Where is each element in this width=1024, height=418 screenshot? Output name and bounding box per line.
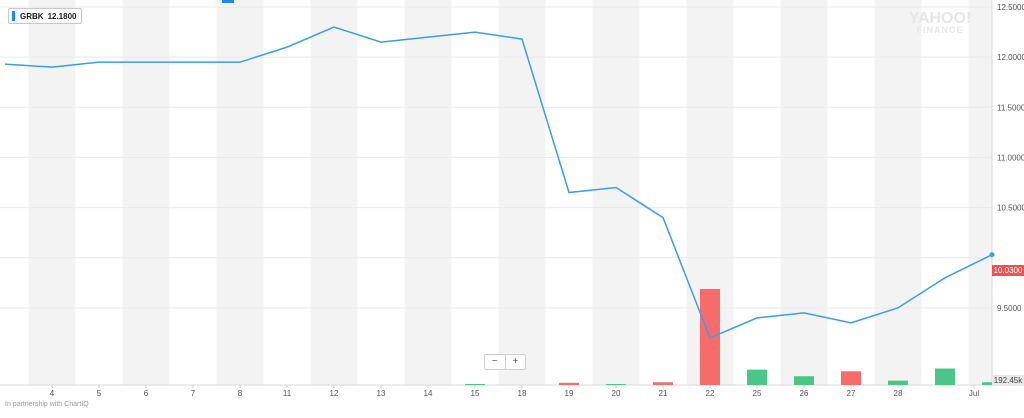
day-band xyxy=(498,0,546,385)
y-tick-label: 10.5000 xyxy=(997,204,1024,213)
x-tick-label: 4 xyxy=(50,389,55,398)
series-legend[interactable]: GRBK 12.1800 xyxy=(8,8,83,24)
day-band xyxy=(216,0,264,385)
x-tick-label: 15 xyxy=(471,389,480,398)
zoom-in-button[interactable]: + xyxy=(512,356,519,367)
x-tick-label: 11 xyxy=(283,389,292,398)
day-band xyxy=(404,0,452,385)
y-tick-label: 11.5000 xyxy=(997,103,1024,112)
x-tick-label: 14 xyxy=(424,389,433,398)
volume-bar xyxy=(747,369,767,385)
price-line xyxy=(4,26,993,339)
logo-line2: FINANCE xyxy=(916,25,964,35)
day-band xyxy=(310,0,358,385)
x-tick-label: 7 xyxy=(191,389,196,398)
x-tick-label: 25 xyxy=(753,389,762,398)
last-price-dot xyxy=(989,252,995,258)
x-tick-label: 8 xyxy=(238,389,243,398)
x-tick-label: 13 xyxy=(377,389,386,398)
volume-bar xyxy=(606,384,626,385)
zoom-control: − + xyxy=(484,354,526,370)
volume-max-tag: 192.45k xyxy=(992,375,1024,386)
x-tick-label: 21 xyxy=(659,389,668,398)
y-tick-label: 9.5000 xyxy=(997,304,1022,313)
x-tick-label: 12 xyxy=(330,389,339,398)
x-tick-label: 20 xyxy=(612,389,621,398)
x-tick-label: 18 xyxy=(518,389,527,398)
y-tick-label: 12.5000 xyxy=(997,3,1024,12)
x-tick-label: Jul xyxy=(969,389,979,398)
day-band xyxy=(592,0,640,385)
day-band xyxy=(874,0,922,385)
legend-symbol: GRBK xyxy=(20,11,44,21)
zoom-out-button[interactable]: − xyxy=(485,355,506,369)
volume-bar xyxy=(794,376,814,385)
x-tick-label: 27 xyxy=(847,389,856,398)
volume-bar xyxy=(465,384,485,385)
x-tick-label: 19 xyxy=(565,389,574,398)
logo-line1: YAHOO! xyxy=(908,10,972,27)
x-tick-label: 28 xyxy=(894,389,903,398)
legend-value: 12.1800 xyxy=(47,11,77,21)
y-tick-label: 12.0000 xyxy=(997,53,1024,62)
x-tick-label: 5 xyxy=(97,389,102,398)
chartiq-credit: In partnership with ChartIQ xyxy=(5,401,89,408)
volume-bar xyxy=(888,380,908,385)
volume-bar xyxy=(653,382,673,385)
last-price-tag: 10.0300 xyxy=(992,265,1024,276)
volume-bar xyxy=(935,368,955,385)
day-band xyxy=(780,0,828,385)
volume-bar xyxy=(841,371,861,385)
day-band xyxy=(122,0,170,385)
x-tick-label: 26 xyxy=(800,389,809,398)
y-tick-label: 11.0000 xyxy=(997,153,1024,162)
volume-bar xyxy=(559,382,579,385)
x-tick-label: 6 xyxy=(144,389,149,398)
series-swatch xyxy=(12,11,15,21)
day-band xyxy=(28,0,76,385)
x-tick-label: 22 xyxy=(706,389,715,398)
day-band xyxy=(968,0,992,385)
yahoo-finance-logo: YAHOO! FINANCE xyxy=(900,10,980,35)
range-marker[interactable] xyxy=(222,0,234,3)
